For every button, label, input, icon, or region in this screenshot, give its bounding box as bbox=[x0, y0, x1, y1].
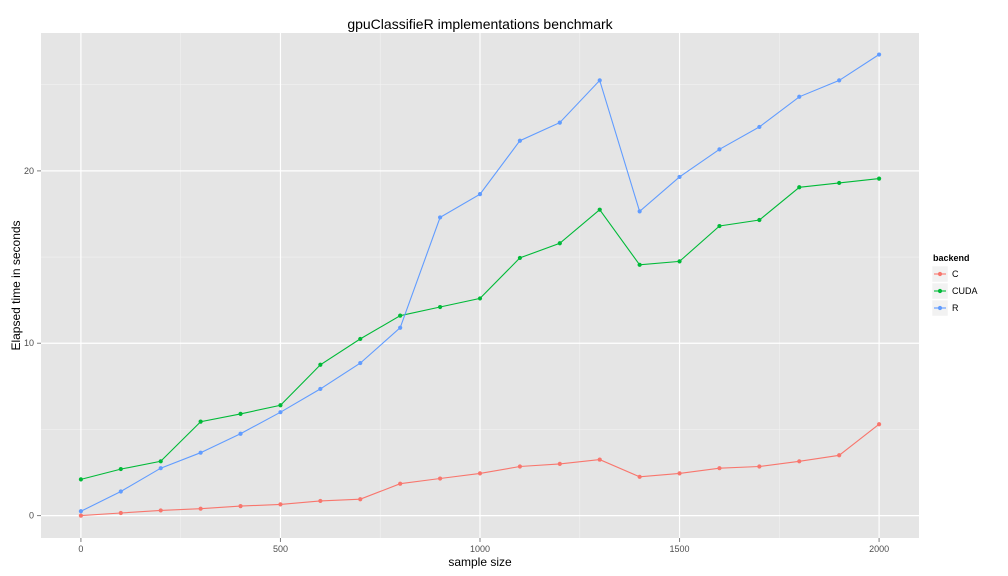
series-r bbox=[78, 52, 882, 514]
y-tick-label: 0 bbox=[29, 511, 34, 521]
data-point-cuda bbox=[477, 296, 483, 301]
data-point-cuda bbox=[597, 207, 602, 212]
y-axis: 0 10 20 bbox=[24, 166, 41, 521]
data-point-c bbox=[78, 513, 84, 518]
legend-label-c: C bbox=[952, 269, 959, 279]
data-point-r bbox=[398, 325, 403, 330]
x-tick-label: 0 bbox=[78, 544, 83, 554]
data-point-c bbox=[318, 498, 323, 504]
data-point-cuda bbox=[837, 180, 842, 186]
data-point-c bbox=[158, 508, 163, 513]
data-point-r bbox=[876, 52, 882, 57]
data-point-cuda bbox=[358, 336, 363, 342]
y-axis-title: Elapsed time in seconds bbox=[9, 220, 23, 350]
data-point-r bbox=[118, 489, 123, 494]
data-point-c bbox=[757, 464, 762, 469]
x-axis-title: sample size bbox=[448, 555, 512, 569]
data-point-r bbox=[757, 124, 762, 130]
data-point-c bbox=[278, 502, 283, 507]
series-layer bbox=[78, 52, 882, 518]
data-point-c bbox=[837, 453, 842, 458]
data-point-r bbox=[677, 174, 682, 180]
legend-point-c bbox=[937, 271, 943, 277]
data-point-c bbox=[437, 476, 443, 481]
data-point-c bbox=[677, 471, 682, 476]
x-tick-label: 500 bbox=[273, 544, 288, 554]
data-point-c bbox=[597, 457, 602, 462]
chart-title: gpuClassifieR implementations benchmark bbox=[347, 16, 613, 32]
legend-point-cuda bbox=[937, 288, 943, 294]
legend-point-r bbox=[937, 305, 943, 311]
data-point-c bbox=[398, 481, 403, 486]
data-point-cuda bbox=[717, 223, 722, 229]
data-point-cuda bbox=[318, 362, 323, 367]
data-point-c bbox=[557, 461, 562, 466]
data-point-cuda bbox=[198, 419, 203, 424]
y-tick-label: 20 bbox=[24, 166, 34, 176]
data-point-cuda bbox=[876, 176, 882, 181]
legend-label-r: R bbox=[952, 303, 959, 313]
data-point-r bbox=[238, 431, 243, 436]
x-tick-label: 1000 bbox=[470, 544, 490, 554]
data-point-r bbox=[517, 138, 523, 143]
data-point-r bbox=[597, 78, 602, 83]
data-point-r bbox=[637, 209, 642, 214]
data-point-r bbox=[837, 78, 842, 83]
data-point-c bbox=[118, 510, 123, 516]
data-point-cuda bbox=[158, 459, 163, 464]
x-axis: 0 500 1000 1500 2000 bbox=[78, 538, 889, 554]
series-c bbox=[78, 422, 882, 518]
data-point-cuda bbox=[278, 403, 283, 408]
data-point-c bbox=[198, 506, 203, 511]
data-point-c bbox=[517, 464, 523, 469]
data-point-cuda bbox=[118, 466, 123, 472]
data-point-c bbox=[358, 497, 363, 502]
data-point-c bbox=[637, 474, 642, 479]
data-point-c bbox=[717, 466, 722, 471]
data-point-cuda bbox=[517, 255, 523, 261]
data-point-r bbox=[278, 410, 283, 415]
data-point-cuda bbox=[637, 262, 642, 267]
major-gridlines bbox=[41, 33, 919, 538]
data-point-r bbox=[437, 215, 443, 220]
data-point-cuda bbox=[757, 217, 762, 223]
data-point-r bbox=[557, 120, 562, 125]
series-cuda bbox=[78, 176, 882, 482]
data-point-c bbox=[876, 422, 882, 427]
data-point-r bbox=[358, 360, 363, 366]
legend: backend C CUDA R bbox=[931, 253, 978, 317]
data-point-cuda bbox=[78, 477, 84, 482]
data-point-cuda bbox=[238, 411, 243, 417]
data-point-c bbox=[797, 459, 802, 464]
data-point-cuda bbox=[437, 304, 443, 310]
data-point-cuda bbox=[398, 313, 403, 318]
x-tick-label: 2000 bbox=[869, 544, 889, 554]
data-point-r bbox=[477, 192, 483, 197]
data-point-r bbox=[318, 386, 323, 392]
data-point-c bbox=[477, 471, 483, 476]
legend-title: backend bbox=[933, 253, 970, 263]
data-point-r bbox=[797, 94, 802, 99]
data-point-cuda bbox=[677, 259, 682, 264]
data-point-r bbox=[158, 466, 163, 471]
y-tick-label: 10 bbox=[24, 338, 34, 348]
data-point-cuda bbox=[557, 241, 562, 246]
data-point-c bbox=[238, 504, 243, 509]
legend-label-cuda: CUDA bbox=[952, 286, 978, 296]
x-tick-label: 1500 bbox=[670, 544, 690, 554]
data-point-r bbox=[78, 509, 84, 514]
data-point-cuda bbox=[797, 185, 802, 190]
data-point-r bbox=[717, 147, 722, 152]
data-point-r bbox=[198, 450, 203, 455]
